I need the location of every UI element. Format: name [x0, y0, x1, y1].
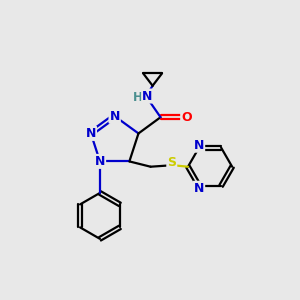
- Text: N: N: [194, 182, 204, 195]
- Text: N: N: [86, 127, 96, 140]
- Text: N: N: [142, 89, 152, 103]
- Text: N: N: [95, 155, 105, 168]
- Text: N: N: [110, 110, 120, 123]
- Text: N: N: [194, 139, 204, 152]
- Text: H: H: [133, 91, 143, 104]
- Text: O: O: [181, 111, 192, 124]
- Text: S: S: [167, 156, 176, 170]
